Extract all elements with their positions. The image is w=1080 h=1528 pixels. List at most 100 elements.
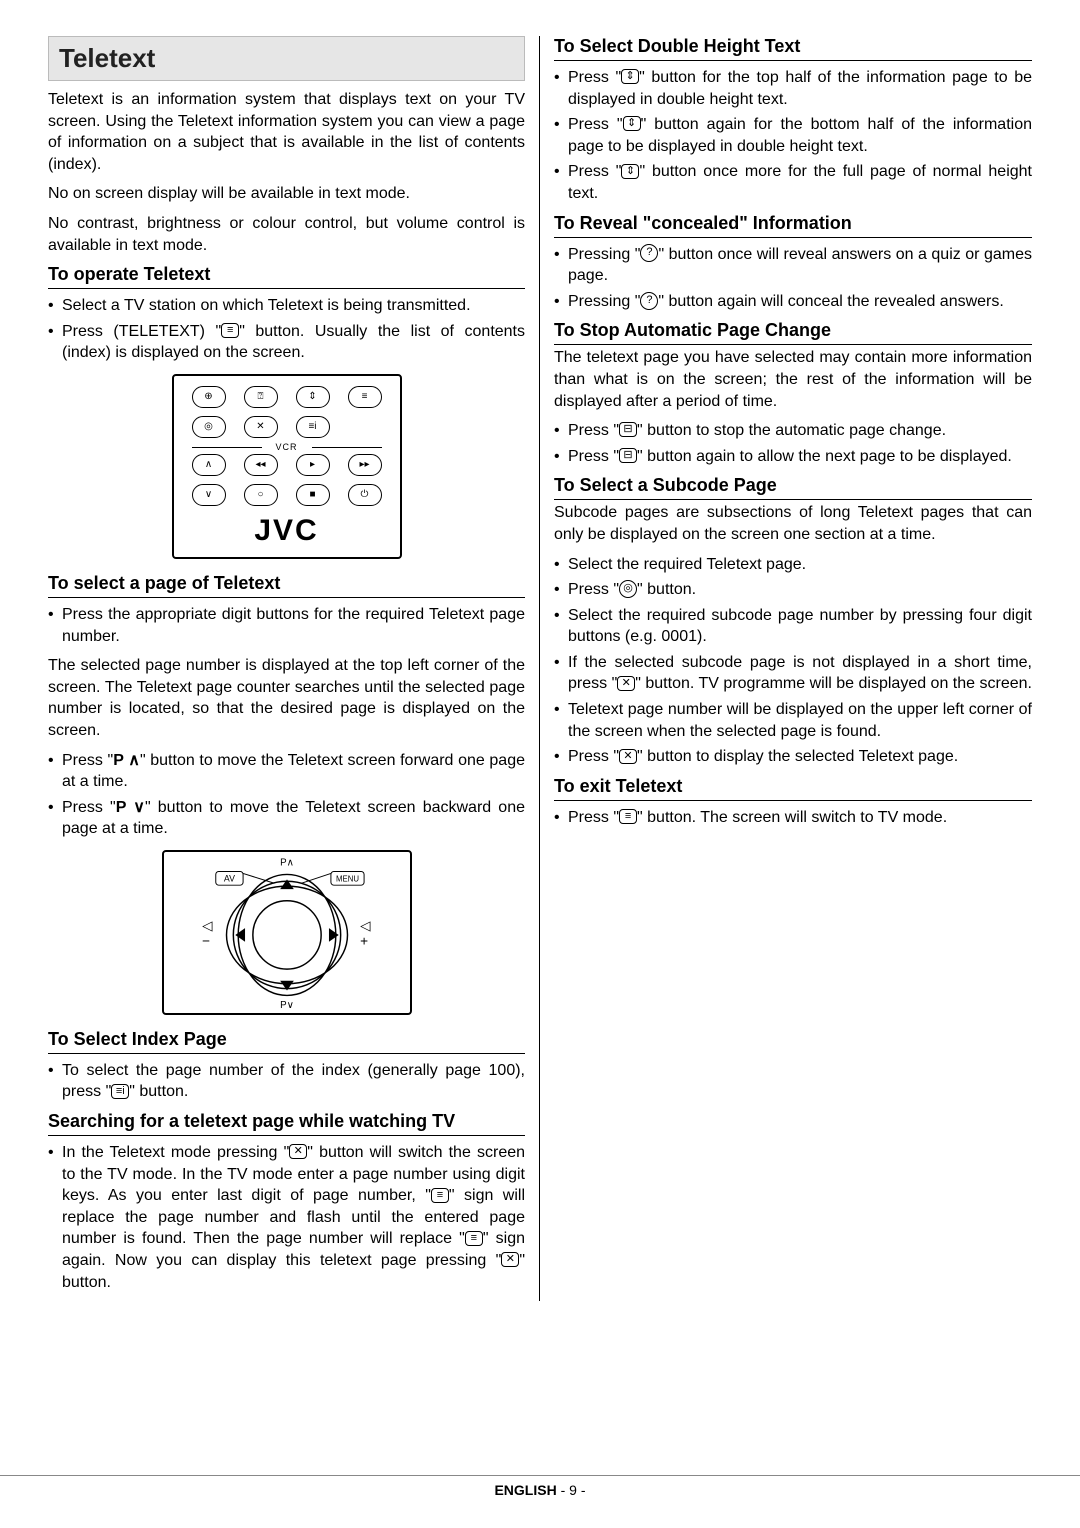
page-root: Teletext Teletext is an information syst… [0,0,1080,1528]
select-page-paragraph: The selected page number is displayed at… [48,655,525,741]
remote-btn: ∧ [192,454,226,476]
svg-text:◁: ◁ [360,918,371,933]
index-item-1: To select the page number of the index (… [48,1060,525,1103]
x-icon: ✕ [619,749,637,764]
page-footer: ENGLISH - 9 - [0,1475,1080,1498]
remote-btn: ≡ [348,386,382,408]
p-up-label: P ∧ [113,752,140,769]
subcode-list: Select the required Teletext page. Press… [554,554,1032,768]
x-icon: ✕ [501,1252,519,1267]
x-icon: ✕ [617,676,635,691]
subcode-item-6: Press "✕" button to display the selected… [554,746,1032,768]
reveal-icon: ? [640,244,658,262]
double-item-1: Press "⇕" button for the top half of the… [554,67,1032,110]
two-column-layout: Teletext Teletext is an information syst… [48,36,1032,1301]
double-item-2: Press "⇕" button again for the bottom ha… [554,114,1032,157]
footer-language: ENGLISH [494,1482,556,1498]
stop-item-1: Press "⊟" button to stop the automatic p… [554,420,1032,442]
stop-icon: ⊟ [619,422,637,437]
remote-btn: ▸ [296,454,330,476]
heading-exit: To exit Teletext [554,776,1032,801]
exit-item-1: Press "≡" button. The screen will switch… [554,807,1032,829]
remote-btn: ⍰ [244,386,278,408]
remote-drawing: ⊕ ⍰ ⇕ ≡ ◎ ✕ ≡i VCR ∧ ◂◂ ▸ [172,374,402,559]
svg-text:+: + [360,934,368,949]
remote-btn: ∨ [192,484,226,506]
stop-paragraph: The teletext page you have selected may … [554,347,1032,412]
teletext-icon: ≡ [465,1231,483,1246]
double-list: Press "⇕" button for the top half of the… [554,67,1032,205]
heading-operate-teletext: To operate Teletext [48,264,525,289]
teletext-icon: ≡ [431,1188,449,1203]
remote-btn: ■ [296,484,330,506]
title-box: Teletext [48,36,525,81]
reveal-item-1: Pressing "?" button once will reveal ans… [554,244,1032,287]
select-page-item-1: Press the appropriate digit buttons for … [48,604,525,647]
search-list: In the Teletext mode pressing "✕" button… [48,1142,525,1293]
heading-subcode: To Select a Subcode Page [554,475,1032,500]
x-icon: ✕ [289,1144,307,1159]
index-list: To select the page number of the index (… [48,1060,525,1103]
heading-select-index: To Select Index Page [48,1029,525,1054]
search-item-1: In the Teletext mode pressing "✕" button… [48,1142,525,1293]
intro-paragraph-1: Teletext is an information system that d… [48,89,525,175]
remote-btn: ◎ [192,416,226,438]
subcode-icon: ◎ [619,580,637,598]
operate-list: Select a TV station on which Teletext is… [48,295,525,364]
stop-list: Press "⊟" button to stop the automatic p… [554,420,1032,467]
subcode-item-4: If the selected subcode page is not disp… [554,652,1032,695]
exit-list: Press "≡" button. The screen will switch… [554,807,1032,829]
p-down-label: P ∨ [116,799,145,816]
teletext-icon: ≡ [619,809,637,824]
select-page-list: Press the appropriate digit buttons for … [48,604,525,647]
subcode-item-1: Select the required Teletext page. [554,554,1032,576]
vcr-label: VCR [192,442,382,452]
heading-stop-auto: To Stop Automatic Page Change [554,320,1032,345]
double-height-icon: ⇕ [621,164,639,179]
subcode-item-3: Select the required subcode page number … [554,605,1032,648]
dpad-av-label: AV [223,873,234,883]
remote-btn: ⇕ [296,386,330,408]
subcode-item-2: Press "◎" button. [554,579,1032,601]
dpad-drawing: P∧ P∨ AV MENU ◁ [162,850,412,1015]
footer-page-number: 9 [569,1482,577,1498]
select-page-list-2: Press "P ∧" button to move the Teletext … [48,750,525,840]
jvc-logo: JVC [192,514,382,548]
intro-paragraph-3: No contrast, brightness or colour contro… [48,213,525,256]
remote-btn: ▸▸ [348,454,382,476]
stop-icon: ⊟ [619,448,637,463]
heading-search-teletext: Searching for a teletext page while watc… [48,1111,525,1136]
select-page-item-3: Press "P ∨" button to move the Teletext … [48,797,525,840]
heading-select-page: To select a page of Teletext [48,573,525,598]
remote-btn: ⊕ [192,386,226,408]
right-column: To Select Double Height Text Press "⇕" b… [540,36,1032,1301]
left-column: Teletext Teletext is an information syst… [48,36,540,1301]
heading-double-height: To Select Double Height Text [554,36,1032,61]
reveal-item-2: Pressing "?" button again will conceal t… [554,291,1032,313]
dpad-pup-label: P∧ [280,858,294,869]
remote-figure: ⊕ ⍰ ⇕ ≡ ◎ ✕ ≡i VCR ∧ ◂◂ ▸ [48,374,525,559]
heading-reveal: To Reveal "concealed" Information [554,213,1032,238]
dpad-figure: P∧ P∨ AV MENU ◁ [48,850,525,1015]
operate-item-1: Select a TV station on which Teletext is… [48,295,525,317]
remote-btn: ≡i [296,416,330,438]
dpad-menu-label: MENU [336,874,359,883]
remote-btn: ✕ [244,416,278,438]
double-height-icon: ⇕ [621,69,639,84]
remote-btn: ○ [244,484,278,506]
teletext-title: Teletext [59,43,514,74]
reveal-list: Pressing "?" button once will reveal ans… [554,244,1032,313]
teletext-icon: ≡ [221,323,239,338]
double-item-3: Press "⇕" button once more for the full … [554,161,1032,204]
svg-text:−: − [202,934,210,949]
remote-btn: ◂◂ [244,454,278,476]
svg-text:◁: ◁ [202,918,213,933]
select-page-item-2: Press "P ∧" button to move the Teletext … [48,750,525,793]
double-height-icon: ⇕ [623,116,641,131]
index-icon: ≡i [111,1084,129,1099]
dpad-pdown-label: P∨ [280,1000,294,1011]
operate-item-2: Press (TELETEXT) "≡" button. Usually the… [48,321,525,364]
stop-item-2: Press "⊟" button again to allow the next… [554,446,1032,468]
remote-btn: ⏻ [348,484,382,506]
intro-paragraph-2: No on screen display will be available i… [48,183,525,205]
